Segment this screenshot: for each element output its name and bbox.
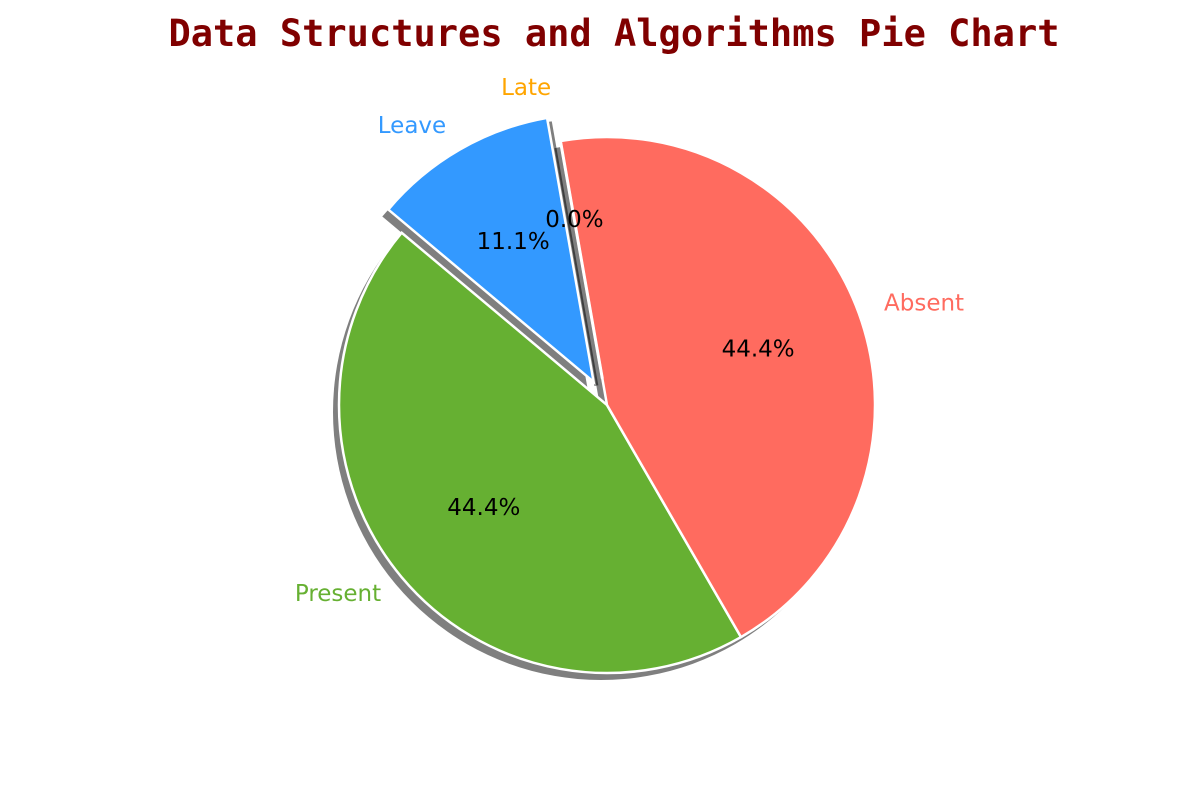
slice-label-late: Late (501, 75, 551, 101)
slice-shadow-late (547, 121, 599, 386)
pct-label-leave: 11.1% (477, 229, 550, 255)
chart-title: Data Structures and Algorithms Pie Chart (168, 12, 1059, 55)
slice-label-present: Present (295, 581, 381, 607)
pie-labels: Present 44.4% Absent 44.4% Late 0.0% Leave 11.1… (295, 75, 964, 607)
pie-slices (337, 114, 877, 675)
slice-leave (386, 116, 596, 385)
slice-late (554, 114, 604, 379)
pct-label-present: 44.4% (447, 495, 520, 521)
slice-present (337, 230, 743, 675)
pct-label-absent: 44.4% (722, 337, 795, 363)
pct-label-late: 0.0% (545, 207, 603, 233)
slice-absent (559, 135, 877, 639)
slice-label-leave: Leave (378, 113, 446, 139)
slice-label-absent: Absent (884, 291, 964, 317)
